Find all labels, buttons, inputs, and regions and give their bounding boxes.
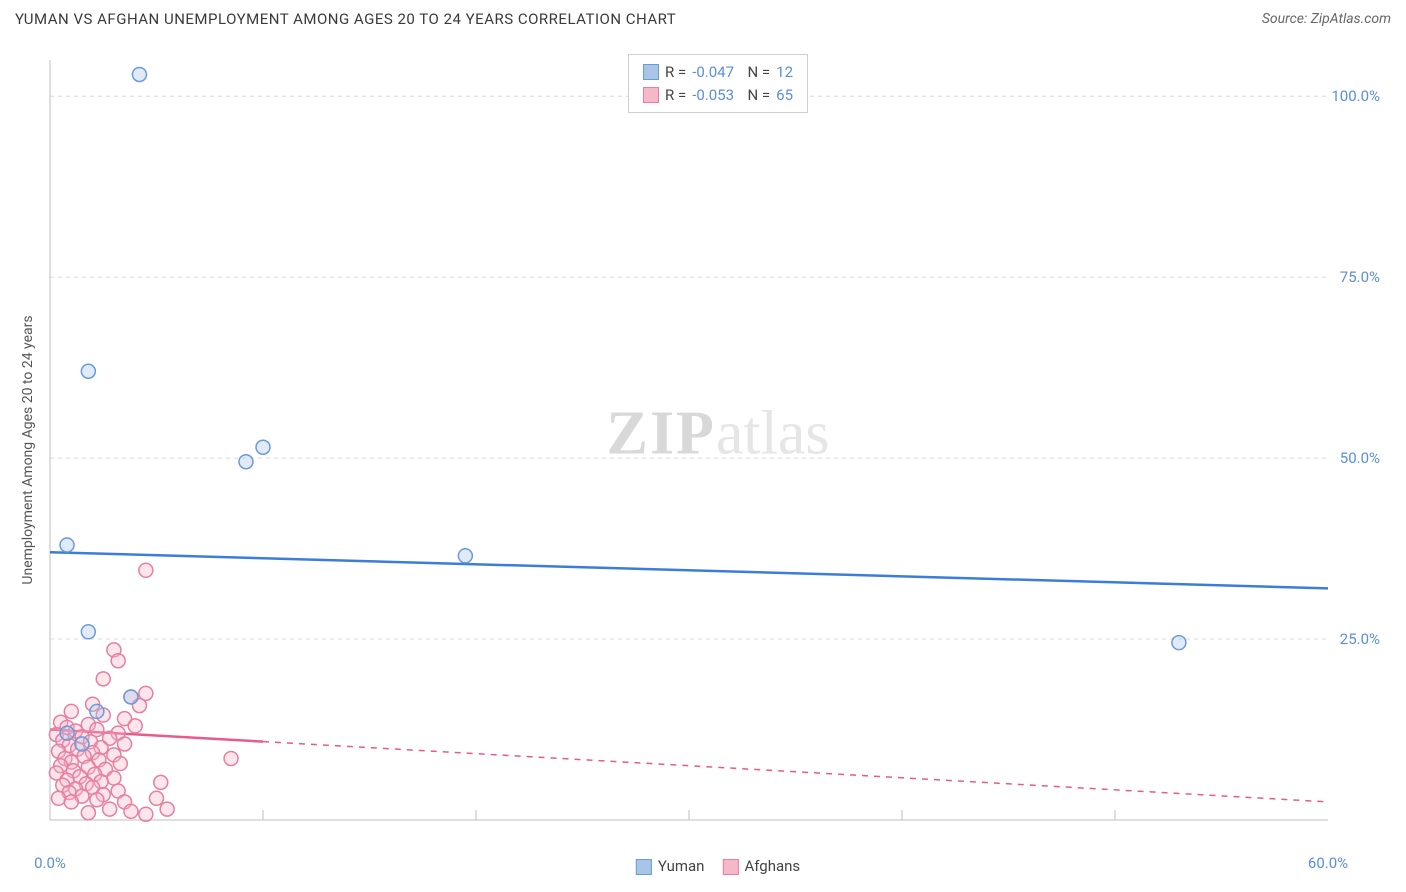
legend-swatch-yuman xyxy=(643,64,659,80)
legend-label-afghans: Afghans xyxy=(744,857,800,875)
series-legend: Yuman Afghans xyxy=(636,857,800,875)
y-tick-label: 75.0% xyxy=(1340,268,1380,286)
chart-source: Source: ZipAtlas.com xyxy=(1262,11,1391,27)
legend-row-yuman: R = -0.047 N = 12 xyxy=(643,61,793,84)
chart-title: YUMAN VS AFGHAN UNEMPLOYMENT AMONG AGES … xyxy=(15,10,676,28)
legend-row-afghans: R = -0.053 N = 65 xyxy=(643,84,793,107)
legend-n-label: N = xyxy=(740,61,770,84)
legend-swatch-yuman-bottom xyxy=(636,859,652,875)
legend-n-label: N = xyxy=(740,84,770,107)
y-tick-label: 100.0% xyxy=(1331,87,1380,105)
legend-swatch-afghans-bottom xyxy=(722,859,738,875)
chart-header: YUMAN VS AFGHAN UNEMPLOYMENT AMONG AGES … xyxy=(0,0,1406,33)
scatter-plot xyxy=(48,50,1388,850)
y-axis-label: Unemployment Among Ages 20 to 24 years xyxy=(20,315,36,584)
x-tick-label: 60.0% xyxy=(1308,854,1348,872)
legend-r-value-yuman: -0.047 xyxy=(692,61,734,84)
legend-r-label: R = xyxy=(665,61,686,84)
y-tick-label: 50.0% xyxy=(1340,449,1380,467)
chart-area: Unemployment Among Ages 20 to 24 years Z… xyxy=(48,50,1388,850)
legend-r-value-afghans: -0.053 xyxy=(692,84,734,107)
legend-n-value-afghans: 65 xyxy=(776,84,793,107)
legend-item-yuman: Yuman xyxy=(636,857,705,875)
correlation-legend: R = -0.047 N = 12 R = -0.053 N = 65 xyxy=(628,54,808,113)
legend-item-afghans: Afghans xyxy=(722,857,800,875)
legend-label-yuman: Yuman xyxy=(658,857,705,875)
legend-swatch-afghans xyxy=(643,87,659,103)
legend-r-label: R = xyxy=(665,84,686,107)
y-tick-label: 25.0% xyxy=(1340,630,1380,648)
legend-n-value-yuman: 12 xyxy=(776,61,793,84)
x-tick-label: 0.0% xyxy=(34,854,66,872)
